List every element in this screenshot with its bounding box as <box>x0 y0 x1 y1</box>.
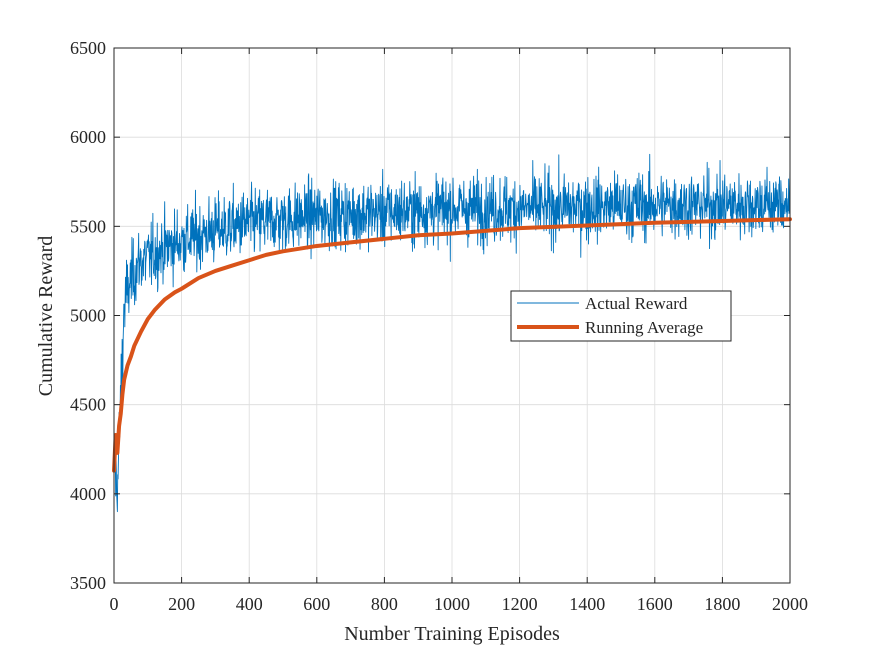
x-tick-labels: 0 200 400 600 800 1000 1200 1400 1600 1800 2000 <box>110 594 809 614</box>
x-tick-label: 2000 <box>772 594 808 614</box>
legend: Actual Reward Running Average <box>510 290 732 342</box>
series-running-average <box>112 217 792 473</box>
x-tick-label: 800 <box>371 594 398 614</box>
series-actual-reward <box>113 153 791 513</box>
y-tick-label: 5500 <box>70 216 106 236</box>
y-tick-label: 5000 <box>70 306 106 326</box>
legend-label-actual-reward: Actual Reward <box>585 294 688 313</box>
legend-label-running-average: Running Average <box>585 318 703 337</box>
y-tick-label: 3500 <box>70 573 106 593</box>
actual-reward-line <box>113 153 791 513</box>
y-tick-label: 4500 <box>70 395 106 415</box>
legend-box <box>510 290 732 342</box>
x-tick-label: 1800 <box>704 594 740 614</box>
x-tick-label: 1600 <box>637 594 673 614</box>
x-tick-label: 1400 <box>569 594 605 614</box>
y-tick-label: 6500 <box>70 38 106 58</box>
y-tick-label: 6000 <box>70 127 106 147</box>
y-tick-labels: 3500 4000 4500 5000 5500 6000 6500 <box>70 38 106 593</box>
x-tick-label: 0 <box>110 594 119 614</box>
axis-ticks <box>113 47 791 584</box>
x-axis-title: Number Training Episodes <box>344 623 560 645</box>
x-tick-label: 200 <box>168 594 195 614</box>
x-tick-label: 1000 <box>434 594 470 614</box>
x-tick-label: 400 <box>236 594 263 614</box>
y-tick-label: 4000 <box>70 484 106 504</box>
y-axis-title: Cumulative Reward <box>35 236 57 397</box>
x-tick-label: 600 <box>303 594 330 614</box>
running-average-line <box>112 217 792 473</box>
x-tick-label: 1200 <box>502 594 538 614</box>
